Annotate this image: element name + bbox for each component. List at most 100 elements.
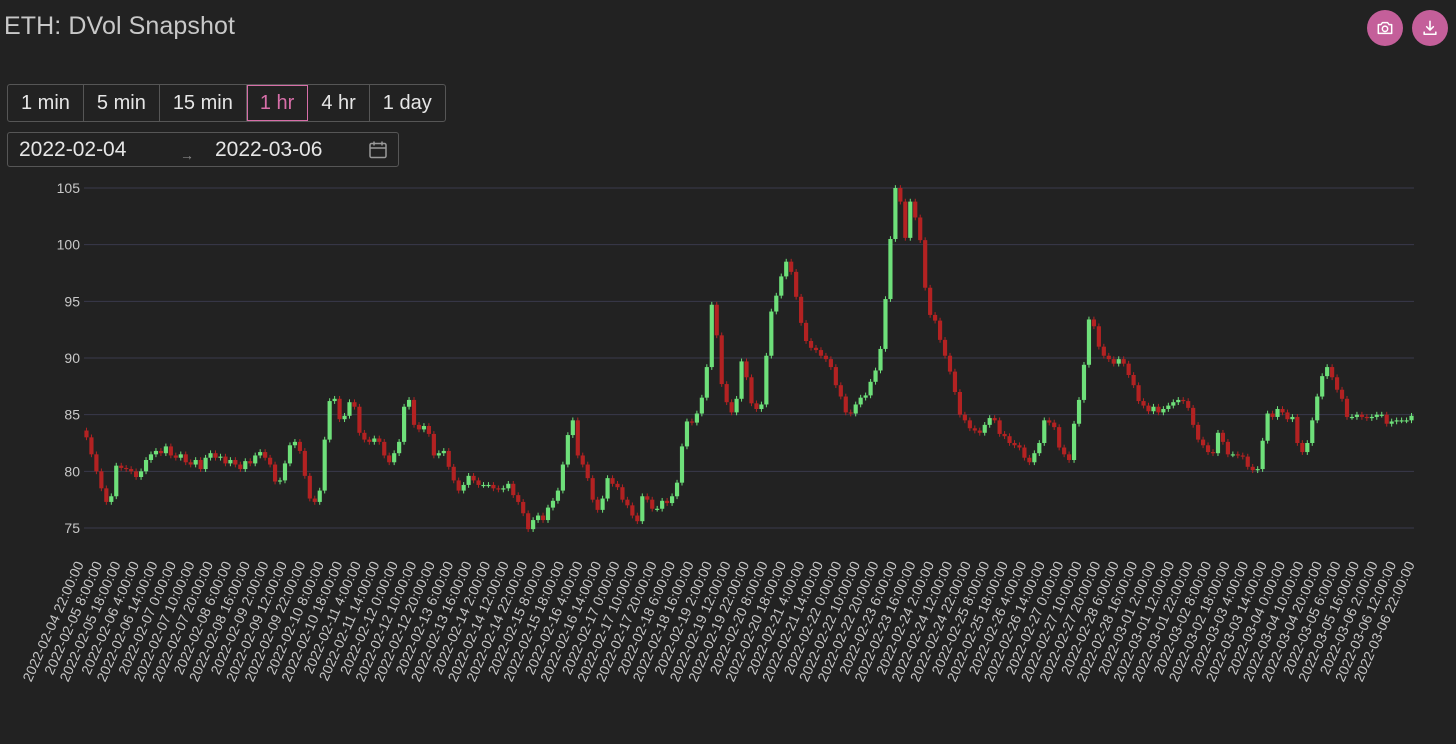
candle-body <box>744 361 749 378</box>
candle-body <box>153 450 159 455</box>
screenshot-button[interactable] <box>1367 10 1403 46</box>
candle-body <box>1364 416 1369 419</box>
candle-body <box>560 464 565 491</box>
candle-body <box>1300 443 1305 453</box>
candle-body <box>233 460 238 465</box>
candle-body <box>297 441 302 451</box>
candle-body <box>1230 454 1235 456</box>
candle-body <box>987 418 992 425</box>
candle-body <box>1330 367 1335 378</box>
candle-body <box>114 465 119 497</box>
candle-body <box>1126 363 1131 375</box>
candle-body <box>709 304 714 368</box>
candle-body <box>451 466 456 481</box>
candle-body <box>501 488 506 490</box>
candle-body <box>1325 367 1330 377</box>
candle-body <box>645 496 650 500</box>
candle-body <box>436 453 441 456</box>
candle-body <box>808 341 814 348</box>
candle-body <box>898 188 903 202</box>
candle-body <box>168 446 173 456</box>
candle-body <box>863 395 868 398</box>
candle-body <box>471 475 476 481</box>
candle-body <box>918 217 923 241</box>
candle-body <box>1131 375 1136 386</box>
candle-body <box>526 513 531 530</box>
interval-1-hr[interactable]: 1 hr <box>246 85 309 121</box>
candle-body <box>1181 399 1186 402</box>
interval-4-hr[interactable]: 4 hr <box>308 85 370 121</box>
candle-body <box>1096 326 1101 347</box>
candle-body <box>1136 385 1141 402</box>
candle-body <box>1245 456 1250 467</box>
candle-body <box>372 438 377 442</box>
candle-body <box>957 392 962 415</box>
camera-icon <box>1377 21 1393 35</box>
calendar-icon[interactable] <box>368 140 388 160</box>
candle-body <box>848 412 853 414</box>
interval-5-min[interactable]: 5 min <box>84 85 160 121</box>
candle-body <box>1210 452 1216 454</box>
candle-body <box>699 397 704 414</box>
candle-body <box>322 439 327 491</box>
candle-body <box>779 276 784 296</box>
candle-body <box>302 450 307 476</box>
end-date-input[interactable]: 2022-03-06 <box>215 138 323 161</box>
candle-body <box>923 240 928 288</box>
candle-body <box>441 450 446 454</box>
candle-body <box>1305 443 1310 453</box>
candle-body <box>655 508 660 510</box>
candle-body <box>580 455 585 465</box>
candle-body <box>292 441 297 446</box>
candle-body <box>739 361 744 399</box>
candle-body <box>714 304 719 336</box>
candle-body <box>1176 399 1181 403</box>
candle-body <box>1404 420 1409 422</box>
candle-body <box>962 414 967 421</box>
candle-body <box>610 478 615 484</box>
candle-body <box>1067 454 1072 460</box>
candle-body <box>1151 406 1156 412</box>
candle-body <box>178 454 183 458</box>
candle-body <box>1106 355 1111 360</box>
interval-1-day[interactable]: 1 day <box>382 91 432 114</box>
candle-body <box>972 428 977 431</box>
candle-body <box>332 398 337 402</box>
candle-body <box>1339 389 1345 399</box>
candle-body <box>377 438 382 442</box>
candle-body <box>803 322 809 341</box>
candle-body <box>1032 453 1037 463</box>
candle-body <box>1215 432 1221 454</box>
candle-body <box>238 464 243 470</box>
date-range-picker[interactable]: 2022-02-04 → 2022-03-06 <box>7 132 399 167</box>
candle-body <box>213 453 218 458</box>
candle-body <box>337 398 342 420</box>
candle-body <box>868 381 873 396</box>
y-tick-label: 85 <box>64 407 80 423</box>
candle-body <box>282 463 288 481</box>
download-button[interactable] <box>1412 10 1448 46</box>
candle-body <box>1052 422 1057 428</box>
candle-body <box>1201 439 1206 446</box>
candle-body <box>967 420 972 429</box>
candle-body <box>674 482 680 497</box>
candle-body <box>833 367 838 386</box>
candle-body <box>416 424 422 430</box>
candle-body <box>158 450 164 454</box>
interval-1-min[interactable]: 1 min <box>8 85 84 121</box>
candle-body <box>253 455 258 464</box>
interval-15-min[interactable]: 15 min <box>160 85 247 121</box>
start-date-input[interactable]: 2022-02-04 <box>19 138 127 161</box>
candle-body <box>903 201 908 238</box>
candle-body <box>853 404 858 414</box>
candle-body <box>387 455 392 463</box>
candle-body <box>362 432 367 440</box>
candle-body <box>1076 399 1082 424</box>
candle-body <box>575 420 580 456</box>
candle-body <box>550 500 556 508</box>
candle-body <box>119 465 124 468</box>
candle-body <box>555 490 561 501</box>
candle-body <box>307 475 312 499</box>
candle-body <box>843 396 848 413</box>
